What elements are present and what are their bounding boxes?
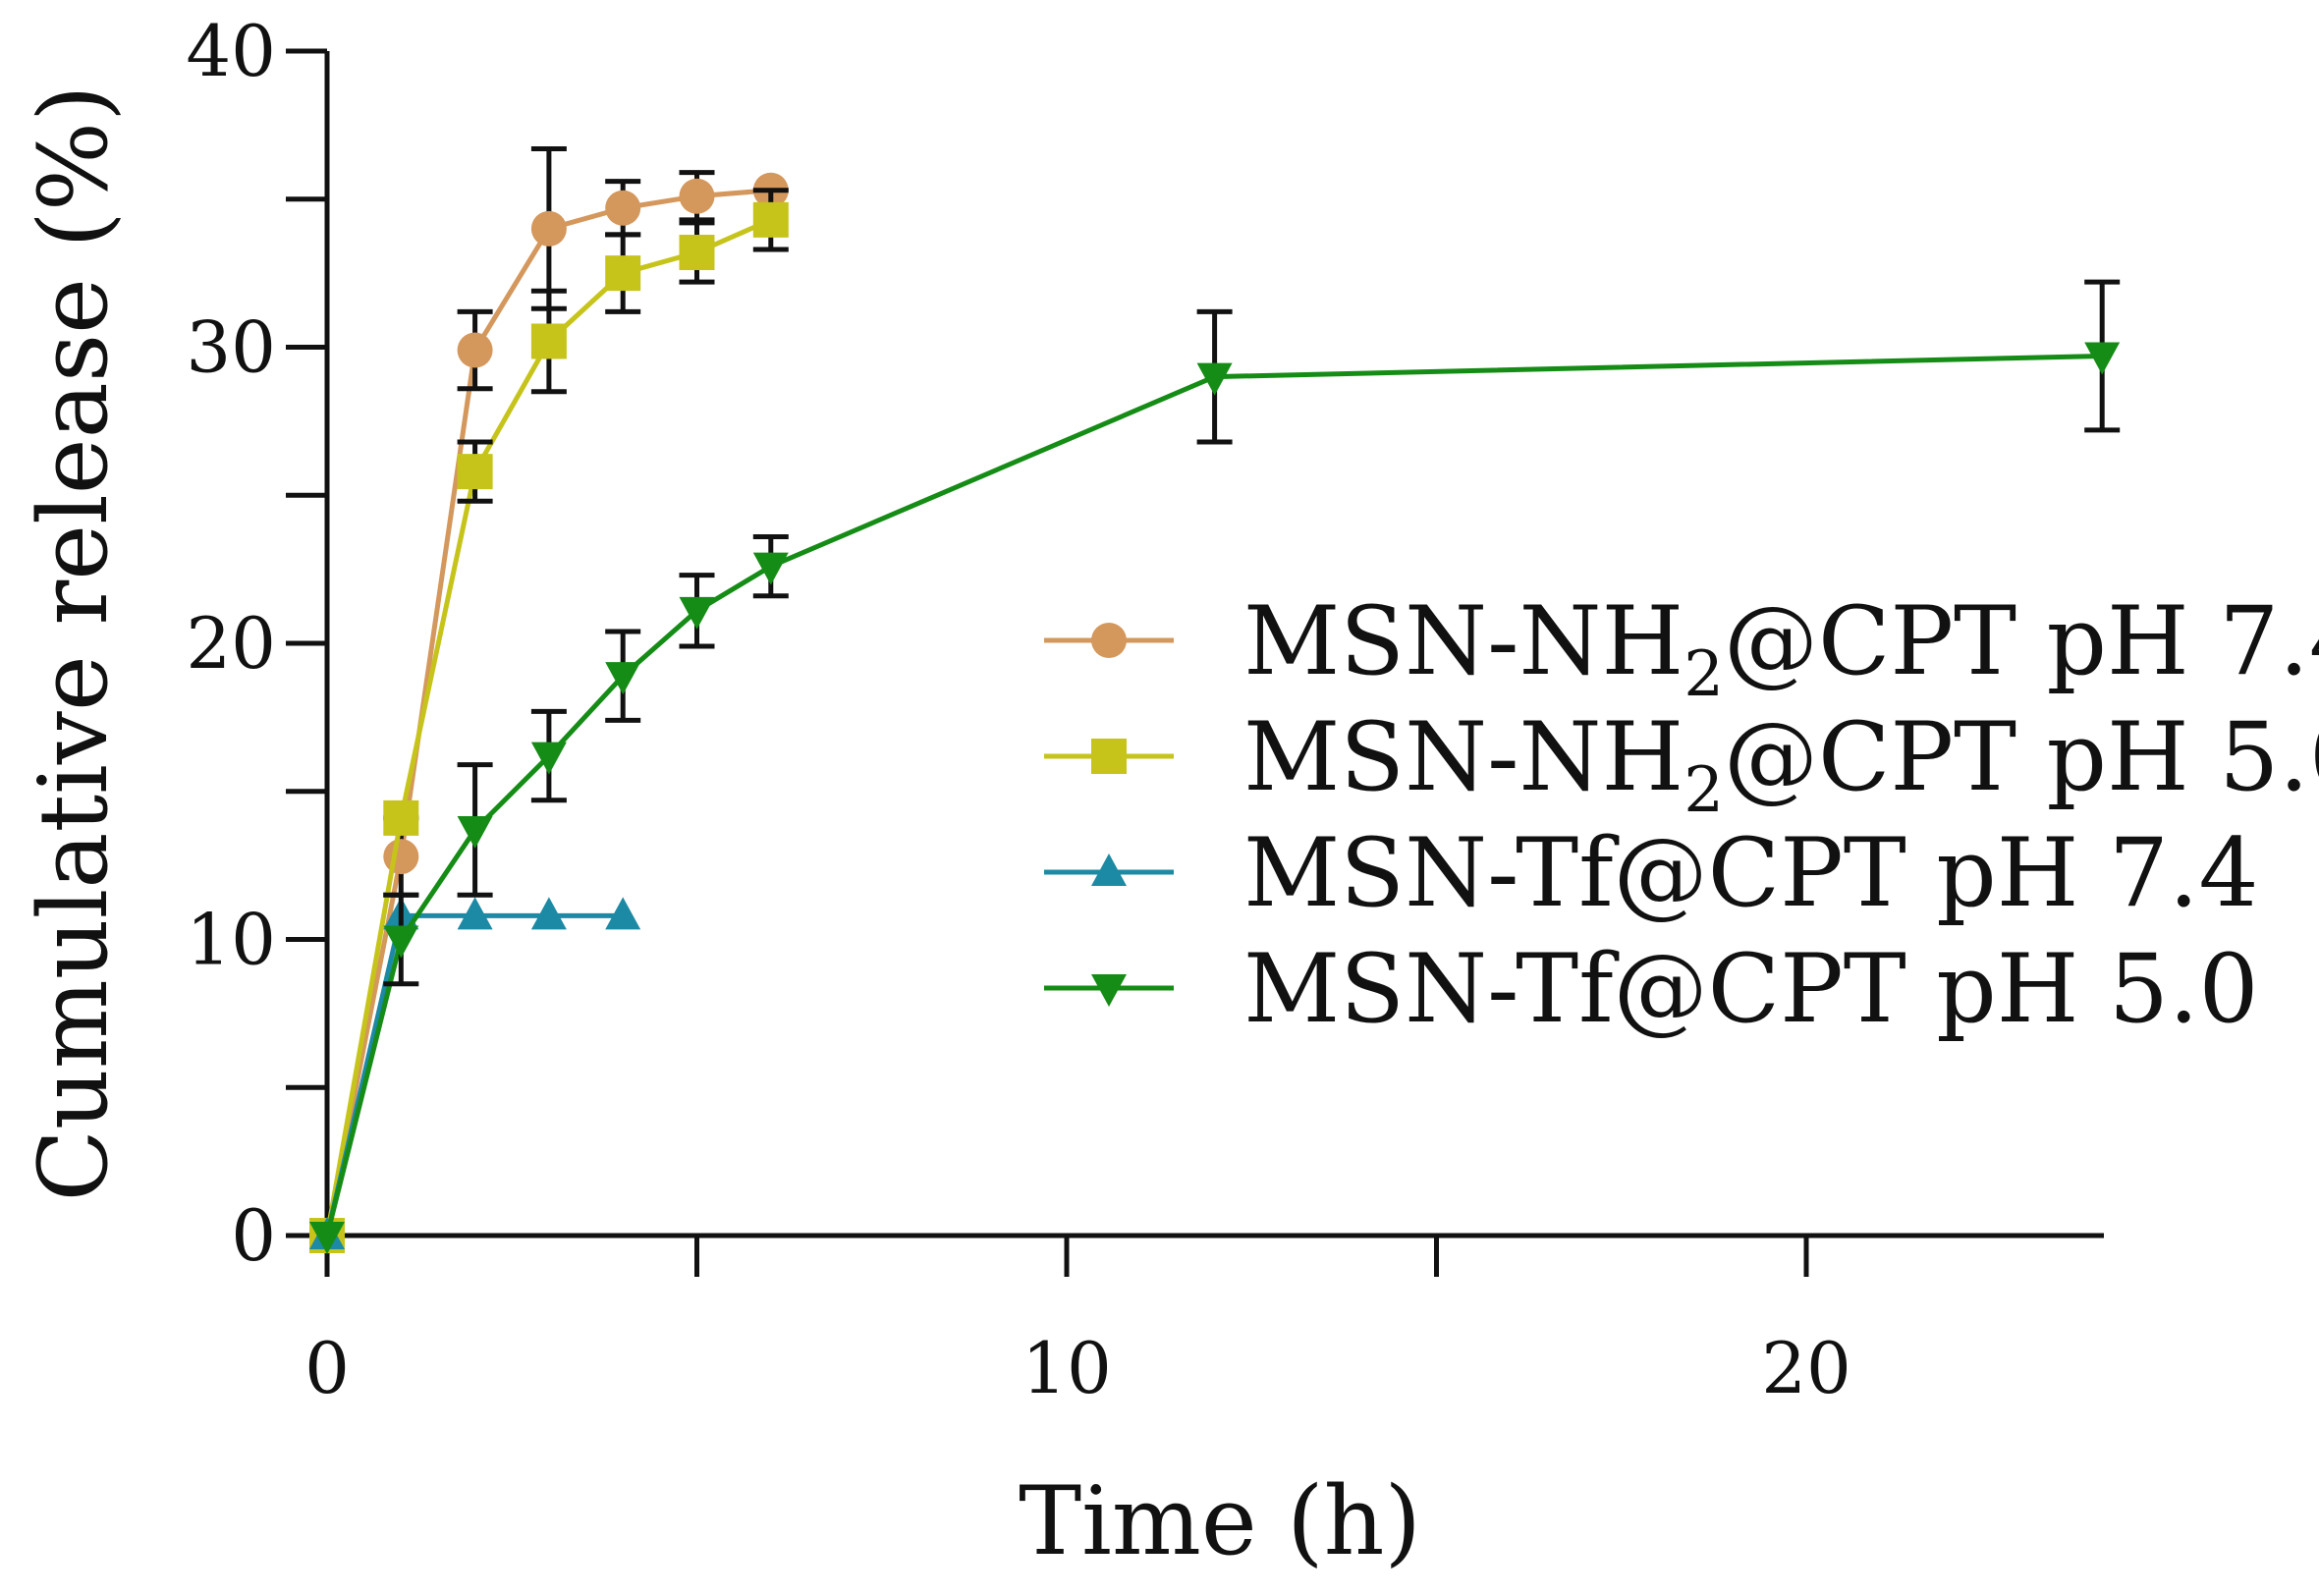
y-tick-label: 40 bbox=[186, 10, 276, 92]
data-point bbox=[530, 742, 567, 775]
legend-text-part: MSN-Tf@CPT pH 7.4 bbox=[1243, 818, 2259, 928]
legend-subscript: 2 bbox=[1684, 754, 1724, 827]
data-point bbox=[1196, 362, 1233, 396]
data-point bbox=[605, 255, 641, 292]
data-point bbox=[530, 897, 567, 930]
series-3 bbox=[309, 897, 641, 1249]
series-4 bbox=[309, 279, 2121, 1254]
series-2 bbox=[309, 188, 789, 1253]
data-point bbox=[309, 1222, 345, 1254]
legend-text-part: MSN-NH bbox=[1243, 586, 1684, 696]
data-point bbox=[679, 178, 715, 214]
data-point bbox=[383, 925, 419, 959]
legend-text-part: @CPT pH 5.0 bbox=[1724, 702, 2319, 812]
y-tick-label: 10 bbox=[186, 899, 276, 981]
legend-label: MSN-NH2@CPT pH 7.4 bbox=[1243, 586, 2319, 711]
legend-item-3: MSN-Tf@CPT pH 7.4 bbox=[1044, 818, 2259, 928]
data-point bbox=[605, 662, 641, 695]
data-point bbox=[2084, 342, 2121, 375]
ticks: 0 10 20 30 40 0 10 20 bbox=[186, 10, 1850, 1409]
legend-text-part: @CPT pH 7.4 bbox=[1724, 586, 2319, 696]
data-point bbox=[752, 201, 789, 238]
data-point bbox=[457, 332, 493, 368]
x-tick-label: 10 bbox=[1021, 1327, 1112, 1409]
legend-label: MSN-Tf@CPT pH 7.4 bbox=[1243, 818, 2259, 928]
legend-subscript: 2 bbox=[1684, 638, 1724, 711]
data-point bbox=[383, 799, 419, 836]
data-point bbox=[457, 815, 493, 849]
legend-marker bbox=[1091, 853, 1127, 886]
x-axis-title: Time (h) bbox=[1019, 1466, 1421, 1576]
x-tick-label: 0 bbox=[304, 1327, 350, 1409]
data-point bbox=[530, 323, 567, 359]
data-point bbox=[679, 596, 715, 630]
data-point bbox=[383, 839, 419, 875]
data-point bbox=[679, 235, 715, 271]
y-tick-label: 0 bbox=[231, 1194, 276, 1277]
legend-text-part: MSN-Tf@CPT pH 5.0 bbox=[1243, 934, 2259, 1044]
y-tick-label: 20 bbox=[186, 602, 276, 685]
data-point bbox=[605, 897, 641, 930]
series-line bbox=[324, 912, 624, 1237]
legend-text-part: MSN-NH bbox=[1243, 702, 1684, 812]
legend-item-2: MSN-NH2@CPT pH 5.0 bbox=[1044, 702, 2319, 827]
data-point bbox=[752, 552, 789, 585]
legend-marker bbox=[1091, 739, 1127, 774]
legend-marker bbox=[1091, 623, 1127, 658]
legend-item-1: MSN-NH2@CPT pH 7.4 bbox=[1044, 586, 2319, 711]
legend-label: MSN-Tf@CPT pH 5.0 bbox=[1243, 934, 2259, 1044]
data-point bbox=[457, 897, 493, 930]
data-point bbox=[530, 210, 567, 247]
data-point bbox=[605, 190, 641, 226]
series bbox=[309, 145, 2121, 1254]
legend-label: MSN-NH2@CPT pH 5.0 bbox=[1243, 702, 2319, 827]
x-tick-label: 20 bbox=[1761, 1327, 1851, 1409]
legend-marker bbox=[1091, 974, 1127, 1007]
y-axis-title: Cumulative release (%) bbox=[19, 84, 129, 1201]
y-tick-label: 30 bbox=[186, 306, 276, 389]
legend-item-4: MSN-Tf@CPT pH 5.0 bbox=[1044, 934, 2259, 1044]
data-point bbox=[457, 454, 493, 490]
